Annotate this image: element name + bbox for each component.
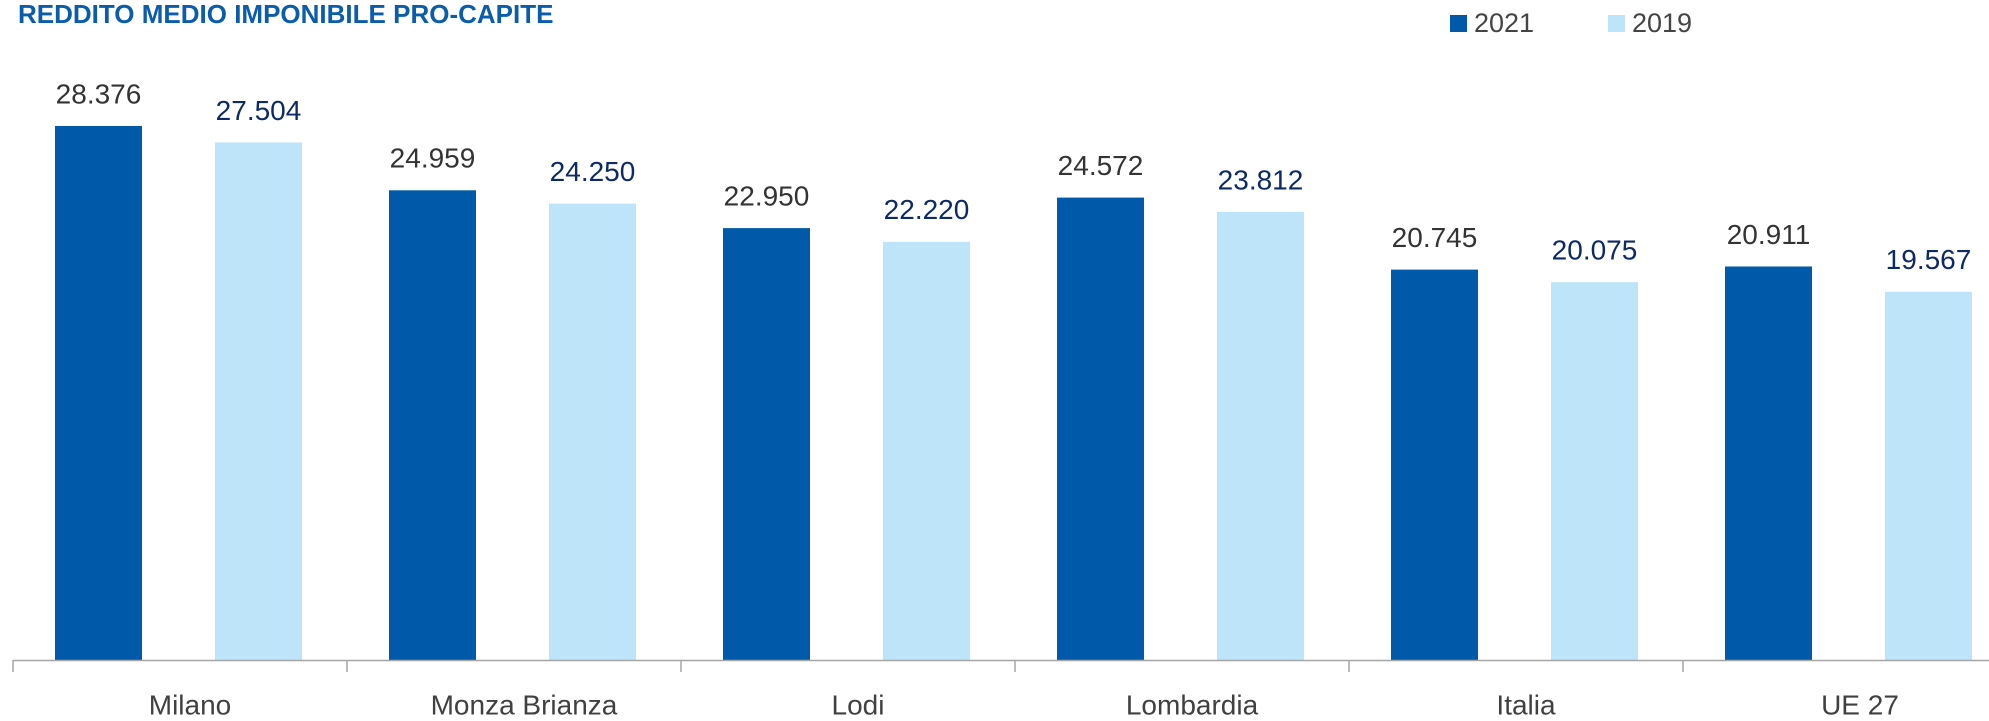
bar xyxy=(883,241,970,661)
bar xyxy=(1057,197,1144,660)
bar xyxy=(1217,211,1304,660)
x-tick-label: Monza Brianza xyxy=(431,689,618,720)
value-label: 24.959 xyxy=(390,143,476,174)
value-label: 20.745 xyxy=(1392,222,1478,253)
bar xyxy=(549,203,636,660)
bar xyxy=(215,142,302,661)
bar xyxy=(723,228,810,660)
legend-label: 2021 xyxy=(1474,8,1534,38)
x-tick-label: Italia xyxy=(1496,689,1556,720)
legend-swatch xyxy=(1450,15,1467,32)
bar xyxy=(1551,282,1638,660)
value-label: 27.504 xyxy=(216,95,302,126)
value-label: 22.220 xyxy=(884,194,970,225)
chart-title: REDDITO MEDIO IMPONIBILE PRO-CAPITE xyxy=(18,0,553,29)
x-tick-label: Lodi xyxy=(832,689,885,720)
value-label: 22.950 xyxy=(724,181,810,212)
value-label: 20.075 xyxy=(1552,235,1638,266)
legend-label: 2019 xyxy=(1632,8,1692,38)
legend-swatch xyxy=(1608,15,1625,32)
bar xyxy=(1885,291,1972,660)
bar xyxy=(389,190,476,660)
bar xyxy=(1391,269,1478,660)
bar xyxy=(1725,266,1812,660)
value-label: 28.376 xyxy=(56,78,142,109)
value-label: 24.572 xyxy=(1058,150,1144,181)
value-label: 23.812 xyxy=(1218,164,1304,195)
x-tick-label: Milano xyxy=(149,689,231,720)
bar xyxy=(55,126,142,660)
x-tick-label: Lombardia xyxy=(1126,689,1259,720)
value-label: 20.911 xyxy=(1727,219,1811,250)
x-tick-label: UE 27 xyxy=(1821,689,1899,720)
value-label: 19.567 xyxy=(1886,244,1972,275)
value-label: 24.250 xyxy=(550,156,636,187)
